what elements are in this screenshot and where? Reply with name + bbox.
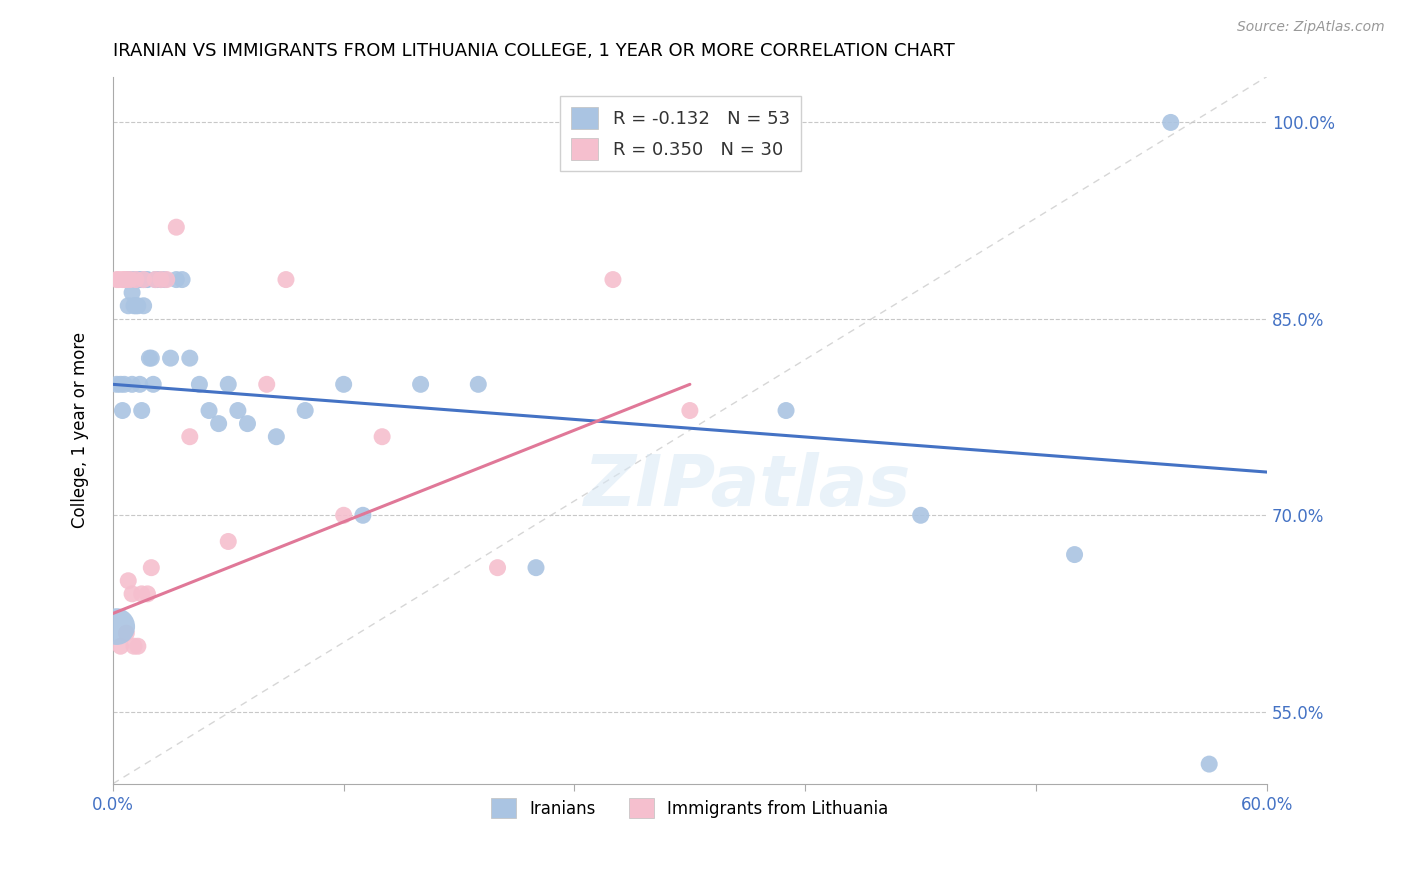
Point [112,272,135,286]
Point [188,377,211,392]
Point [117,299,139,313]
Point [136,587,159,601]
Point [121,587,143,601]
Point [165,220,187,235]
Point [1063,548,1085,562]
Point [256,377,278,392]
Point [107,272,129,286]
Point [156,272,179,286]
Point [112,377,135,392]
Point [105,377,128,392]
Point [141,560,163,574]
Point [352,508,374,523]
Point [1160,115,1182,129]
Point [131,272,153,286]
Point [110,377,132,392]
Point [409,377,432,392]
Point [125,299,148,313]
Point [153,272,176,286]
Point [122,639,145,653]
Point [127,299,149,313]
Point [143,272,166,286]
Point [179,351,201,366]
Point [132,272,155,286]
Point [122,272,145,286]
Point [111,403,134,417]
Point [141,351,163,366]
Point [131,403,153,417]
Point [121,377,143,392]
Point [910,508,932,523]
Point [294,403,316,417]
Point [115,272,138,286]
Point [217,534,239,549]
Y-axis label: College, 1 year or more: College, 1 year or more [72,332,89,528]
Point [274,272,297,286]
Point [121,285,143,300]
Point [236,417,259,431]
Point [110,639,132,653]
Point [371,430,394,444]
Point [127,639,149,653]
Point [1198,757,1220,772]
Point [332,377,354,392]
Point [679,403,702,417]
Point [143,272,166,286]
Point [125,272,148,286]
Point [105,619,128,633]
Point [128,377,150,392]
Point [142,377,165,392]
Point [486,560,509,574]
Point [115,626,138,640]
Point [208,417,231,431]
Point [105,272,128,286]
Point [135,272,157,286]
Point [127,272,149,286]
Point [217,377,239,392]
Legend: Iranians, Immigrants from Lithuania: Iranians, Immigrants from Lithuania [485,791,896,825]
Text: ZIPatlas: ZIPatlas [583,452,911,521]
Point [165,272,187,286]
Point [117,574,139,588]
Point [120,272,142,286]
Point [159,351,181,366]
Point [125,272,148,286]
Point [172,272,194,286]
Point [117,272,139,286]
Text: IRANIAN VS IMMIGRANTS FROM LITHUANIA COLLEGE, 1 YEAR OR MORE CORRELATION CHART: IRANIAN VS IMMIGRANTS FROM LITHUANIA COL… [112,42,955,60]
Point [332,508,354,523]
Point [467,377,489,392]
Point [198,403,221,417]
Point [602,272,624,286]
Point [149,272,172,286]
Text: Source: ZipAtlas.com: Source: ZipAtlas.com [1237,20,1385,34]
Point [132,272,155,286]
Point [775,403,797,417]
Point [226,403,249,417]
Point [115,272,138,286]
Point [132,299,155,313]
Point [266,430,288,444]
Point [131,587,153,601]
Point [149,272,172,286]
Point [146,272,169,286]
Point [111,272,134,286]
Point [136,272,159,286]
Point [524,560,547,574]
Point [138,351,160,366]
Point [122,299,145,313]
Point [120,272,142,286]
Point [179,430,201,444]
Point [128,272,150,286]
